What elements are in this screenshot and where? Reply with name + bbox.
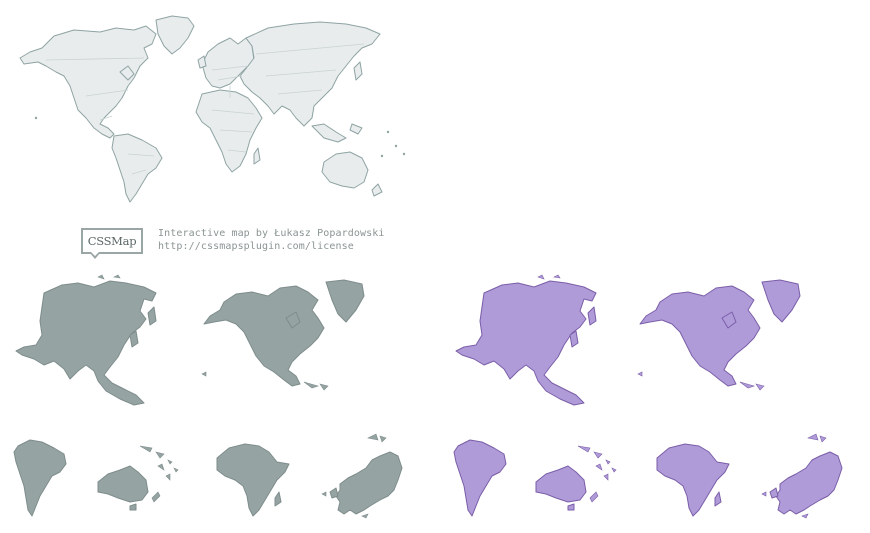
south-america-map-icon	[453, 439, 507, 517]
africa-map-icon	[656, 443, 730, 517]
continent-africa-default[interactable]	[213, 442, 293, 518]
africa-map-icon	[216, 443, 290, 517]
continent-europe-hover[interactable]	[758, 433, 844, 520]
world-africa[interactable]	[195, 89, 263, 173]
credits-license-link[interactable]: http://cssmapsplugin.com/license	[158, 241, 354, 252]
world-map[interactable]	[16, 14, 412, 210]
continent-asia-default[interactable]	[14, 274, 160, 411]
cssmap-badge-label: CSSMap	[81, 228, 143, 254]
north-america-map-icon	[637, 279, 801, 391]
world-north-america[interactable]	[19, 25, 157, 139]
continent-south-america-hover[interactable]	[452, 436, 510, 520]
world-map-icon	[19, 15, 406, 203]
europe-map-icon	[321, 433, 403, 519]
south-america-map-icon	[13, 439, 67, 517]
continent-australia-default[interactable]	[94, 440, 182, 514]
continent-australia-hover[interactable]	[532, 440, 620, 514]
world-asia[interactable]	[239, 21, 381, 127]
credits-author: Interactive map by Łukasz Popardowski	[158, 228, 385, 239]
continent-north-america-default[interactable]	[200, 278, 368, 392]
world-south-america[interactable]	[111, 133, 163, 203]
world-greenland[interactable]	[155, 15, 195, 55]
continent-europe-default[interactable]	[318, 433, 404, 520]
asia-map-icon	[455, 274, 597, 406]
continent-south-america-default[interactable]	[12, 436, 70, 520]
cssmap-badge[interactable]: CSSMap	[81, 228, 143, 260]
continent-north-america-hover[interactable]	[636, 278, 804, 392]
north-america-map-icon	[201, 279, 365, 391]
australia-map-icon	[535, 445, 617, 511]
australia-map-icon	[97, 445, 179, 511]
europe-map-icon	[761, 433, 843, 519]
continent-asia-hover[interactable]	[454, 274, 600, 411]
world-australia[interactable]	[321, 151, 369, 189]
asia-map-icon	[15, 274, 157, 406]
continent-africa-hover[interactable]	[653, 442, 733, 518]
credits: Interactive map by Łukasz Popardowski ht…	[158, 227, 384, 253]
